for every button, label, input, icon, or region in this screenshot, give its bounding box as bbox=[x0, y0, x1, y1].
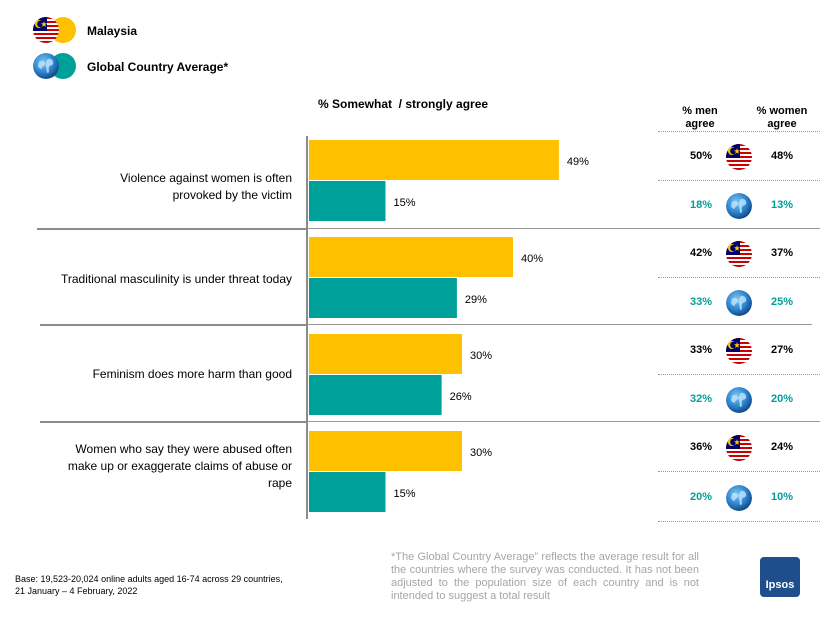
malaysia-men-value: 42% bbox=[689, 247, 712, 259]
bar-value-label: 40% bbox=[521, 253, 543, 265]
bar-malaysia bbox=[309, 334, 462, 374]
global-men-value: 33% bbox=[689, 296, 712, 308]
malaysia-women-value: 27% bbox=[770, 344, 793, 356]
globe-icon bbox=[726, 290, 752, 316]
bar-malaysia bbox=[309, 140, 559, 180]
global-women-value: 10% bbox=[770, 491, 793, 503]
chart-title: % Somewhat / strongly agree bbox=[318, 97, 489, 111]
table-dotted-line bbox=[658, 131, 820, 132]
legend-global-label: Global Country Average* bbox=[87, 60, 229, 74]
table-dotted-line bbox=[658, 277, 820, 278]
statement-4-line2: make up or exaggerate claims of abuse or bbox=[67, 459, 292, 473]
bar-value-label: 30% bbox=[470, 447, 492, 459]
malaysia-flag-icon bbox=[726, 144, 752, 170]
bar-global bbox=[309, 278, 457, 318]
base-note: Base: 19,523-20,024 online adults aged 1… bbox=[15, 574, 283, 596]
women-header-line2: agree bbox=[767, 118, 797, 130]
statement-2-line1: Traditional masculinity is under threat … bbox=[61, 272, 292, 286]
global-women-value: 13% bbox=[770, 199, 793, 211]
global-women-value: 20% bbox=[770, 393, 793, 405]
bar-value-label: 15% bbox=[394, 197, 416, 209]
statement-1: Violence against women is often provoked… bbox=[32, 170, 292, 204]
global-men-value: 20% bbox=[689, 491, 712, 503]
table-dotted-line bbox=[658, 521, 820, 522]
bar-value-label: 29% bbox=[465, 294, 487, 306]
bar-global bbox=[309, 375, 442, 415]
malaysia-flag-icon bbox=[726, 338, 752, 364]
row-separator-right bbox=[307, 324, 812, 325]
statement-4-line3: rape bbox=[267, 476, 292, 490]
row-separator-right bbox=[307, 228, 820, 229]
globe-icon bbox=[726, 485, 752, 511]
bar-value-label: 15% bbox=[394, 488, 416, 500]
row-separator bbox=[40, 421, 307, 423]
bar-value-label: 49% bbox=[567, 156, 589, 168]
women-header-line1: % women bbox=[756, 105, 808, 117]
men-header-line1: % men bbox=[682, 105, 718, 117]
row-separator bbox=[40, 324, 307, 326]
statement-4-line1: Women who say they were abused often bbox=[75, 442, 292, 456]
malaysia-women-value: 37% bbox=[770, 247, 793, 259]
malaysia-men-value: 36% bbox=[689, 441, 712, 453]
statement-1-line2: provoked by the victim bbox=[172, 188, 292, 202]
bar-value-label: 30% bbox=[470, 350, 492, 362]
ipsos-logo-text: Ipsos bbox=[765, 579, 795, 591]
table-dotted-line bbox=[658, 471, 820, 472]
malaysia-flag-icon bbox=[726, 435, 752, 461]
statement-2: Traditional masculinity is under threat … bbox=[32, 271, 292, 288]
men-header-line2: agree bbox=[685, 118, 715, 130]
bar-global bbox=[309, 472, 386, 512]
table-dotted-line bbox=[658, 374, 820, 375]
malaysia-men-value: 33% bbox=[689, 344, 712, 356]
ipsos-logo: Ipsos bbox=[760, 557, 800, 597]
global-women-value: 25% bbox=[770, 296, 793, 308]
globe-icon bbox=[726, 193, 752, 219]
statement-3-line1: Feminism does more harm than good bbox=[92, 367, 292, 381]
statement-4: Women who say they were abused often mak… bbox=[32, 441, 292, 492]
statement-3: Feminism does more harm than good bbox=[32, 366, 292, 383]
malaysia-flag-icon bbox=[726, 241, 752, 267]
global-men-value: 32% bbox=[689, 393, 712, 405]
bar-malaysia bbox=[309, 237, 513, 277]
global-men-value: 18% bbox=[689, 199, 712, 211]
bar-value-label: 26% bbox=[450, 391, 472, 403]
malaysia-men-value: 50% bbox=[689, 150, 712, 162]
footnote: *The Global Country Average” reflects th… bbox=[391, 551, 699, 602]
bar-global bbox=[309, 181, 386, 221]
globe-icon bbox=[726, 387, 752, 413]
bar-malaysia bbox=[309, 431, 462, 471]
women-agree-header: % women agree bbox=[744, 105, 820, 131]
malaysia-women-value: 48% bbox=[770, 150, 793, 162]
men-agree-header: % men agree bbox=[672, 105, 728, 131]
statement-1-line1: Violence against women is often bbox=[120, 171, 292, 185]
legend-malaysia-label: Malaysia bbox=[87, 24, 138, 38]
row-separator bbox=[37, 228, 307, 230]
row-separator-right bbox=[307, 421, 820, 422]
malaysia-women-value: 24% bbox=[770, 441, 793, 453]
table-dotted-line bbox=[658, 180, 820, 181]
